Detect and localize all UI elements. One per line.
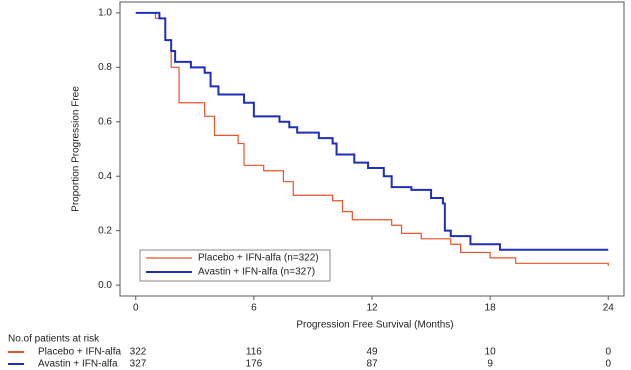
risk-row-name: Avastin + IFN-alfa: [38, 359, 118, 370]
risk-count: 176: [246, 359, 263, 370]
legend-box: [139, 249, 331, 282]
risk-count: 10: [485, 347, 497, 358]
y-axis-label: Proportion Progression Free: [71, 86, 82, 212]
risk-count: 0: [605, 359, 611, 370]
legend-label: Placebo + IFN-alfa (n=322): [198, 253, 319, 264]
y-tick-label: 0.4: [98, 171, 112, 182]
risk-count: 87: [366, 359, 378, 370]
risk-table-title: No.of patients at risk: [8, 334, 100, 345]
y-tick-label: 0.0: [98, 280, 112, 291]
risk-count: 9: [487, 359, 493, 370]
x-tick-label: 12: [366, 303, 378, 314]
x-tick-label: 18: [485, 303, 497, 314]
x-tick-label: 24: [603, 303, 615, 314]
survival-curve: [135, 11, 609, 251]
risk-count: 322: [130, 347, 147, 358]
y-tick-label: 0.8: [98, 62, 112, 73]
survival-curve: [135, 12, 609, 267]
y-tick-label: 1.0: [98, 8, 112, 19]
x-axis-label: Progression Free Survival (Months): [296, 320, 453, 331]
risk-count: 116: [246, 347, 262, 358]
x-tick-label: 6: [251, 303, 257, 314]
legend-label: Avastin + IFN-alfa (n=327): [198, 267, 315, 278]
y-tick-label: 0.2: [98, 225, 112, 236]
risk-count: 49: [366, 347, 378, 358]
risk-count: 0: [605, 347, 611, 358]
x-tick-label: 0: [133, 303, 139, 314]
y-tick-label: 0.6: [98, 116, 112, 127]
risk-count: 327: [130, 359, 147, 370]
risk-row-name: Placebo + IFN-alfa: [38, 347, 122, 358]
